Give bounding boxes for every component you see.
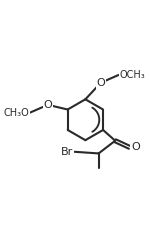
Text: O: O	[96, 78, 105, 88]
Text: OCH₃: OCH₃	[120, 70, 145, 80]
Text: CH₃O: CH₃O	[3, 108, 29, 118]
Text: Br: Br	[60, 147, 73, 157]
Text: O: O	[44, 100, 52, 110]
Text: O: O	[131, 142, 140, 152]
